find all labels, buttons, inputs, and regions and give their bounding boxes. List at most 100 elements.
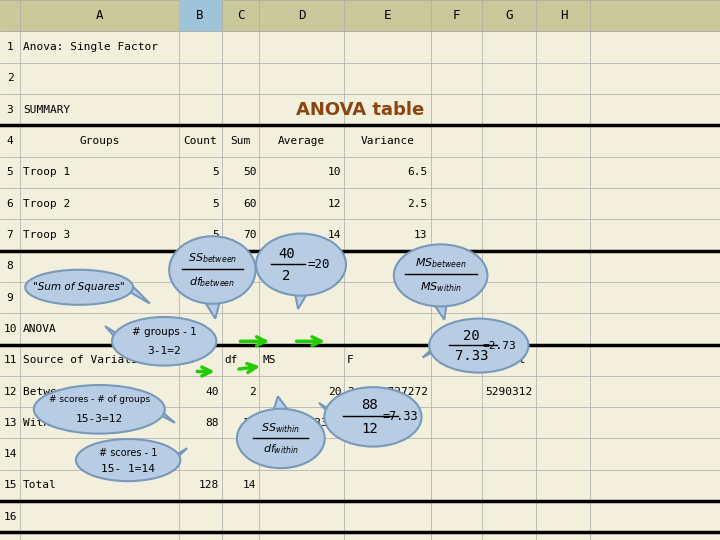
Text: Troop 2: Troop 2 <box>23 199 71 208</box>
Text: 40: 40 <box>205 387 219 396</box>
Polygon shape <box>131 285 150 303</box>
Polygon shape <box>274 396 288 410</box>
Text: 8: 8 <box>6 261 14 271</box>
Text: $SS_{within}$: $SS_{within}$ <box>261 421 300 435</box>
Ellipse shape <box>25 269 133 305</box>
Polygon shape <box>295 294 307 309</box>
Polygon shape <box>319 403 336 420</box>
Ellipse shape <box>169 237 256 303</box>
Ellipse shape <box>429 319 528 373</box>
Text: $df_{within}$: $df_{within}$ <box>263 442 299 456</box>
Text: 88: 88 <box>205 418 219 428</box>
Text: ANOVA table: ANOVA table <box>296 100 424 119</box>
Polygon shape <box>423 342 439 357</box>
Text: 70: 70 <box>243 230 256 240</box>
Text: 20: 20 <box>328 387 341 396</box>
Text: 2: 2 <box>6 73 14 83</box>
Polygon shape <box>205 302 220 319</box>
Ellipse shape <box>394 244 487 306</box>
Text: 3-1=2: 3-1=2 <box>148 346 181 356</box>
Text: $MS_{between}$: $MS_{between}$ <box>415 256 467 271</box>
Text: =2.73: =2.73 <box>482 341 516 350</box>
Text: Total: Total <box>23 481 57 490</box>
Text: 5: 5 <box>6 167 14 177</box>
Text: 88: 88 <box>361 398 378 412</box>
Text: Average: Average <box>278 136 325 146</box>
Text: Variance: Variance <box>361 136 415 146</box>
Ellipse shape <box>76 439 180 481</box>
Text: "Sum of Squares": "Sum of Squares" <box>33 282 125 292</box>
Text: Anova: Single Factor: Anova: Single Factor <box>23 42 158 52</box>
Text: 15- 1=14: 15- 1=14 <box>101 464 156 474</box>
Text: 16: 16 <box>4 512 17 522</box>
Ellipse shape <box>256 233 346 296</box>
Text: 12: 12 <box>328 199 341 208</box>
Text: 7.33: 7.33 <box>455 349 488 363</box>
Text: 7: 7 <box>6 230 14 240</box>
Text: 20: 20 <box>463 329 480 343</box>
Text: Troop 1: Troop 1 <box>23 167 71 177</box>
Polygon shape <box>435 306 446 320</box>
Bar <box>179 0 222 31</box>
Text: 14: 14 <box>328 230 341 240</box>
Text: # groups - 1: # groups - 1 <box>132 327 197 336</box>
Text: 2.7272727272: 2.7272727272 <box>347 387 428 396</box>
Text: $df_{between}$: $df_{between}$ <box>189 275 235 289</box>
Text: =7.33: =7.33 <box>382 410 418 423</box>
Polygon shape <box>105 326 122 346</box>
Text: 7.333333333: 7.333333333 <box>267 418 341 428</box>
Text: B: B <box>197 9 204 22</box>
Text: SUMMARY: SUMMARY <box>23 105 71 114</box>
Text: ANOVA: ANOVA <box>23 324 57 334</box>
Ellipse shape <box>237 409 325 468</box>
Text: 5: 5 <box>212 230 219 240</box>
Text: 1: 1 <box>6 42 14 52</box>
Text: C: C <box>237 9 244 22</box>
Text: Source of Variation: Source of Variation <box>23 355 151 365</box>
Text: Within Groups: Within Groups <box>23 418 111 428</box>
Text: 9: 9 <box>6 293 14 302</box>
Text: Count: Count <box>184 136 217 146</box>
Text: df: df <box>225 355 238 365</box>
Text: # scores - # of groups: # scores - # of groups <box>49 395 150 404</box>
Text: $SS_{between}$: $SS_{between}$ <box>188 251 237 265</box>
Text: 5: 5 <box>212 199 219 208</box>
Text: 10: 10 <box>4 324 17 334</box>
Bar <box>0 0 720 31</box>
Text: 2: 2 <box>250 387 256 396</box>
Text: 12: 12 <box>243 418 256 428</box>
Polygon shape <box>171 448 187 463</box>
Text: $MS_{within}$: $MS_{within}$ <box>420 280 462 294</box>
Text: 4: 4 <box>6 136 14 146</box>
Text: 5290312: 5290312 <box>485 387 533 396</box>
Text: A: A <box>96 9 103 22</box>
Text: 12: 12 <box>4 387 17 396</box>
Text: Between Groups: Between Groups <box>23 387 117 396</box>
Ellipse shape <box>324 387 422 447</box>
Text: MS: MS <box>262 355 276 365</box>
Text: 60: 60 <box>243 199 256 208</box>
Text: 14: 14 <box>243 481 256 490</box>
Text: 3: 3 <box>6 105 14 114</box>
Text: 40: 40 <box>278 247 295 261</box>
Text: 2.5: 2.5 <box>408 199 428 208</box>
Text: # scores - 1: # scores - 1 <box>99 448 158 457</box>
Text: Groups: Groups <box>79 136 120 146</box>
Polygon shape <box>156 406 175 423</box>
Text: 12: 12 <box>361 422 378 436</box>
Text: G: G <box>505 9 513 22</box>
Text: 2: 2 <box>282 269 291 284</box>
Text: 13: 13 <box>4 418 17 428</box>
Text: 5: 5 <box>212 167 219 177</box>
Ellipse shape <box>112 317 216 366</box>
Text: SS: SS <box>181 355 195 365</box>
Text: E: E <box>384 9 391 22</box>
Text: D: D <box>298 9 305 22</box>
Text: 6.5: 6.5 <box>408 167 428 177</box>
Text: 13: 13 <box>414 230 428 240</box>
Text: 15: 15 <box>4 481 17 490</box>
Text: 15-3=12: 15-3=12 <box>76 414 123 424</box>
Ellipse shape <box>34 385 165 434</box>
Text: =20: =20 <box>307 258 330 271</box>
Text: H: H <box>559 9 567 22</box>
